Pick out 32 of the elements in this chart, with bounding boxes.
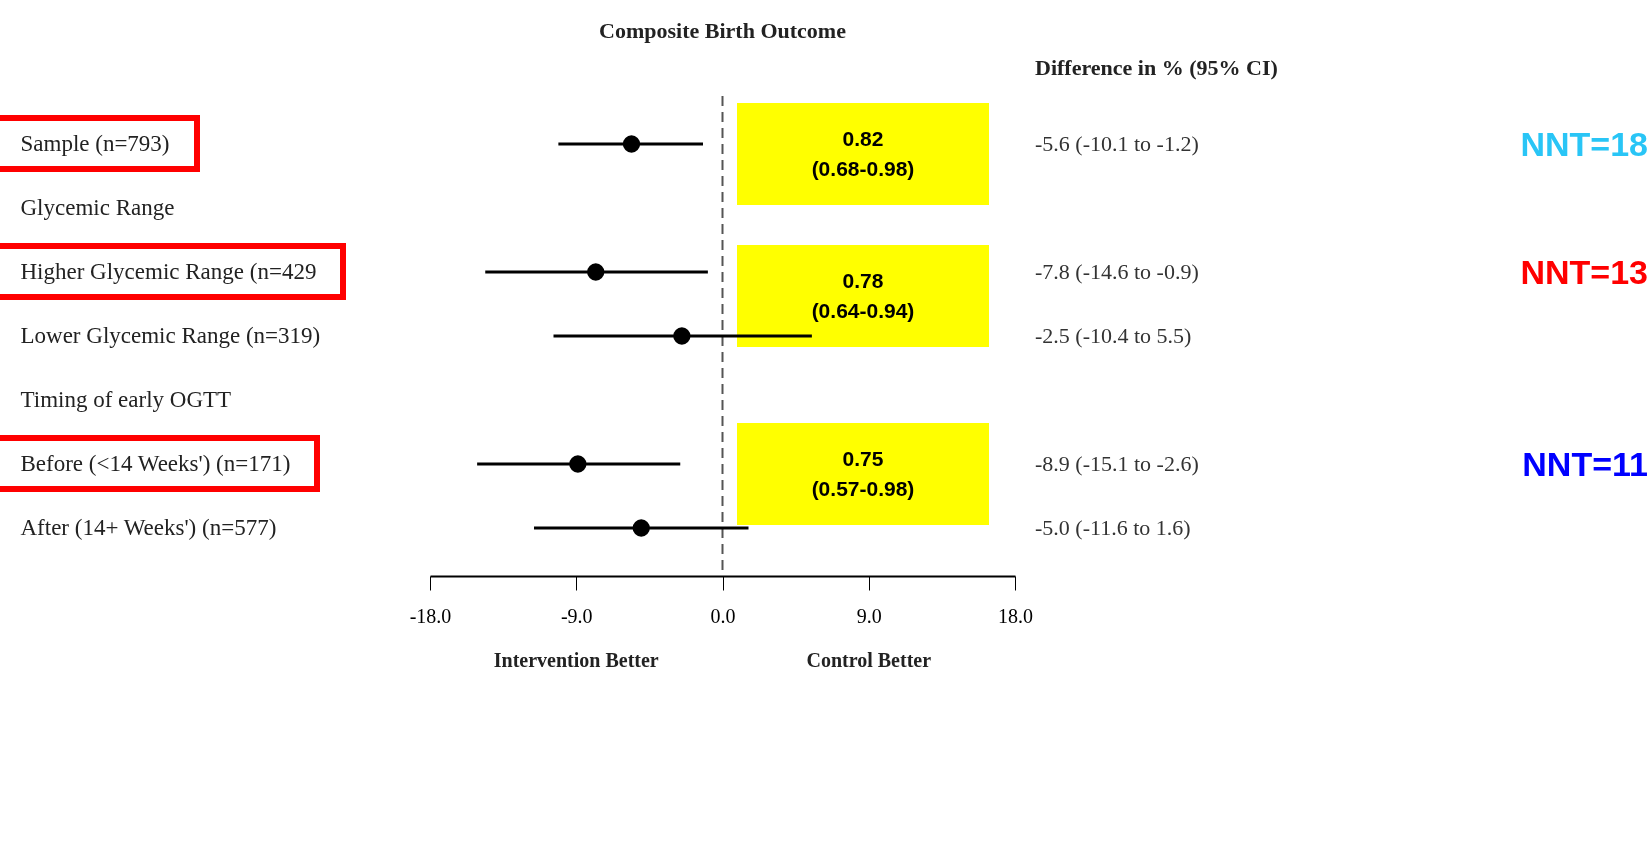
y-tick-label: Sample (n=793) [20, 131, 170, 156]
point [622, 135, 641, 153]
text: Difference in % (95% CI) [1035, 55, 1278, 80]
data-label: -5.0 (-11.6 to 1.6) [1035, 515, 1191, 540]
text: Intervention Better [493, 649, 659, 671]
data-label: -5.6 (-10.1 to -1.2) [1035, 131, 1199, 156]
data-label: -2.5 (-10.4 to 5.5) [1035, 323, 1192, 348]
text: NNT=13 [1520, 252, 1648, 291]
x-tick-label: 18.0 [998, 604, 1033, 627]
y-tick-label: Higher Glycemic Range (n=429 [20, 259, 317, 284]
chart-title: Composite Birth Outcome [599, 18, 847, 43]
y-tick-label: Glycemic Range [20, 195, 175, 220]
data-label: -7.8 (-14.6 to -0.9) [1035, 259, 1199, 284]
note-box: 0.75 (0.57-0.98) [737, 422, 989, 525]
point [569, 455, 587, 473]
y-tick-label: Before (<14 Weeks') (n=171) [20, 451, 291, 476]
note-box: 0.78 (0.64-0.94) [737, 244, 989, 347]
x-tick-label: -18.0 [409, 604, 452, 627]
y-tick-label: After (14+ Weeks') (n=577) [20, 515, 277, 540]
y-tick-label: Lower Glycemic Range (n=319) [20, 323, 321, 348]
text: Control Better [806, 649, 932, 671]
data-label: -8.9 (-15.1 to -2.6) [1035, 451, 1199, 476]
x-tick-label: 0.0 [710, 604, 736, 627]
point [632, 519, 650, 537]
x-tick-label: -9.0 [560, 604, 593, 627]
x-tick-label: 9.0 [856, 604, 882, 627]
y-tick-label: Timing of early OGTT [20, 387, 232, 412]
note-box: 0.82 (0.68-0.98) [737, 102, 989, 205]
point [673, 327, 691, 345]
point [587, 263, 605, 281]
text: NNT=18 [1520, 124, 1648, 163]
text: NNT=11 [1522, 444, 1648, 483]
